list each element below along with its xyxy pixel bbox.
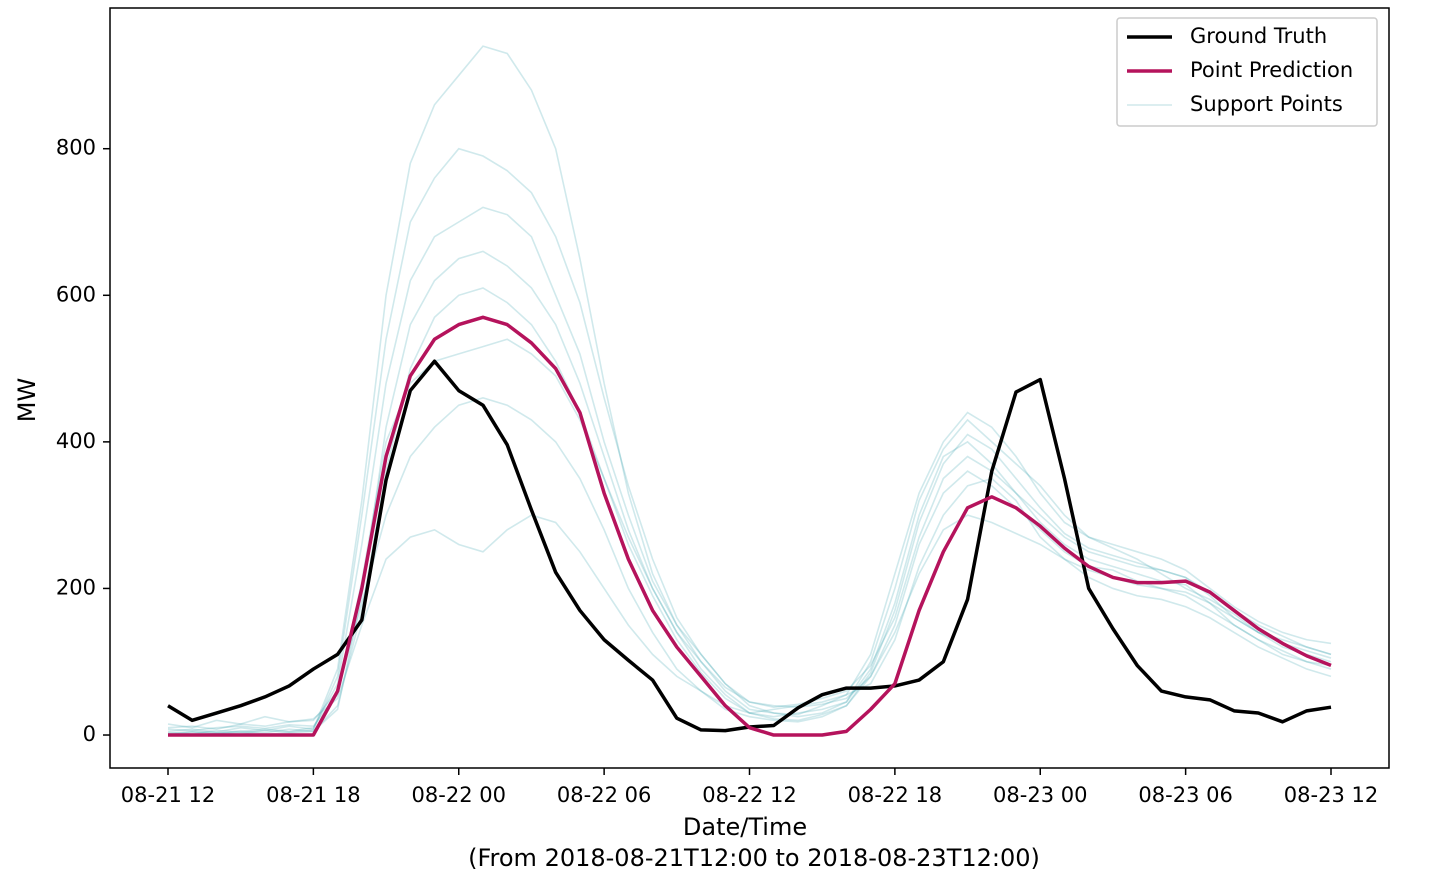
- legend-label: Point Prediction: [1190, 58, 1353, 82]
- support-line: [167, 147, 1332, 735]
- x-tick-label: 08-22 18: [848, 783, 942, 807]
- y-tick-label: 600: [56, 282, 96, 306]
- x-tick-label: 08-21 18: [266, 783, 360, 807]
- x-tick-label: 08-22 12: [702, 783, 796, 807]
- x-tick-label: 08-21 12: [121, 783, 215, 807]
- x-tick-label: 08-22 00: [412, 783, 506, 807]
- support-line: [167, 45, 1332, 733]
- x-axis-label: Date/Time: [683, 813, 807, 841]
- x-axis-sublabel: (From 2018-08-21T12:00 to 2018-08-23T12:…: [468, 844, 1040, 872]
- series-line: [168, 315, 1332, 737]
- y-tick-label: 800: [56, 136, 96, 160]
- support-line: [167, 206, 1332, 735]
- y-tick-label: 0: [83, 722, 96, 746]
- support-line: [167, 477, 1332, 729]
- plot-area: [167, 45, 1332, 737]
- legend-label: Ground Truth: [1190, 24, 1327, 48]
- y-tick-label: 200: [56, 575, 96, 599]
- x-tick-label: 08-23 12: [1284, 783, 1378, 807]
- legend: Ground Truth Point Prediction Support Poin…: [1116, 17, 1378, 127]
- x-tick-label: 08-22 06: [557, 783, 651, 807]
- x-tick-label: 08-23 06: [1138, 783, 1232, 807]
- x-tick-label: 08-23 00: [993, 783, 1087, 807]
- legend-label: Support Points: [1190, 92, 1343, 116]
- y-tick-label: 400: [56, 429, 96, 453]
- legend-box: [1116, 17, 1378, 127]
- y-axis-label: MW: [13, 378, 41, 422]
